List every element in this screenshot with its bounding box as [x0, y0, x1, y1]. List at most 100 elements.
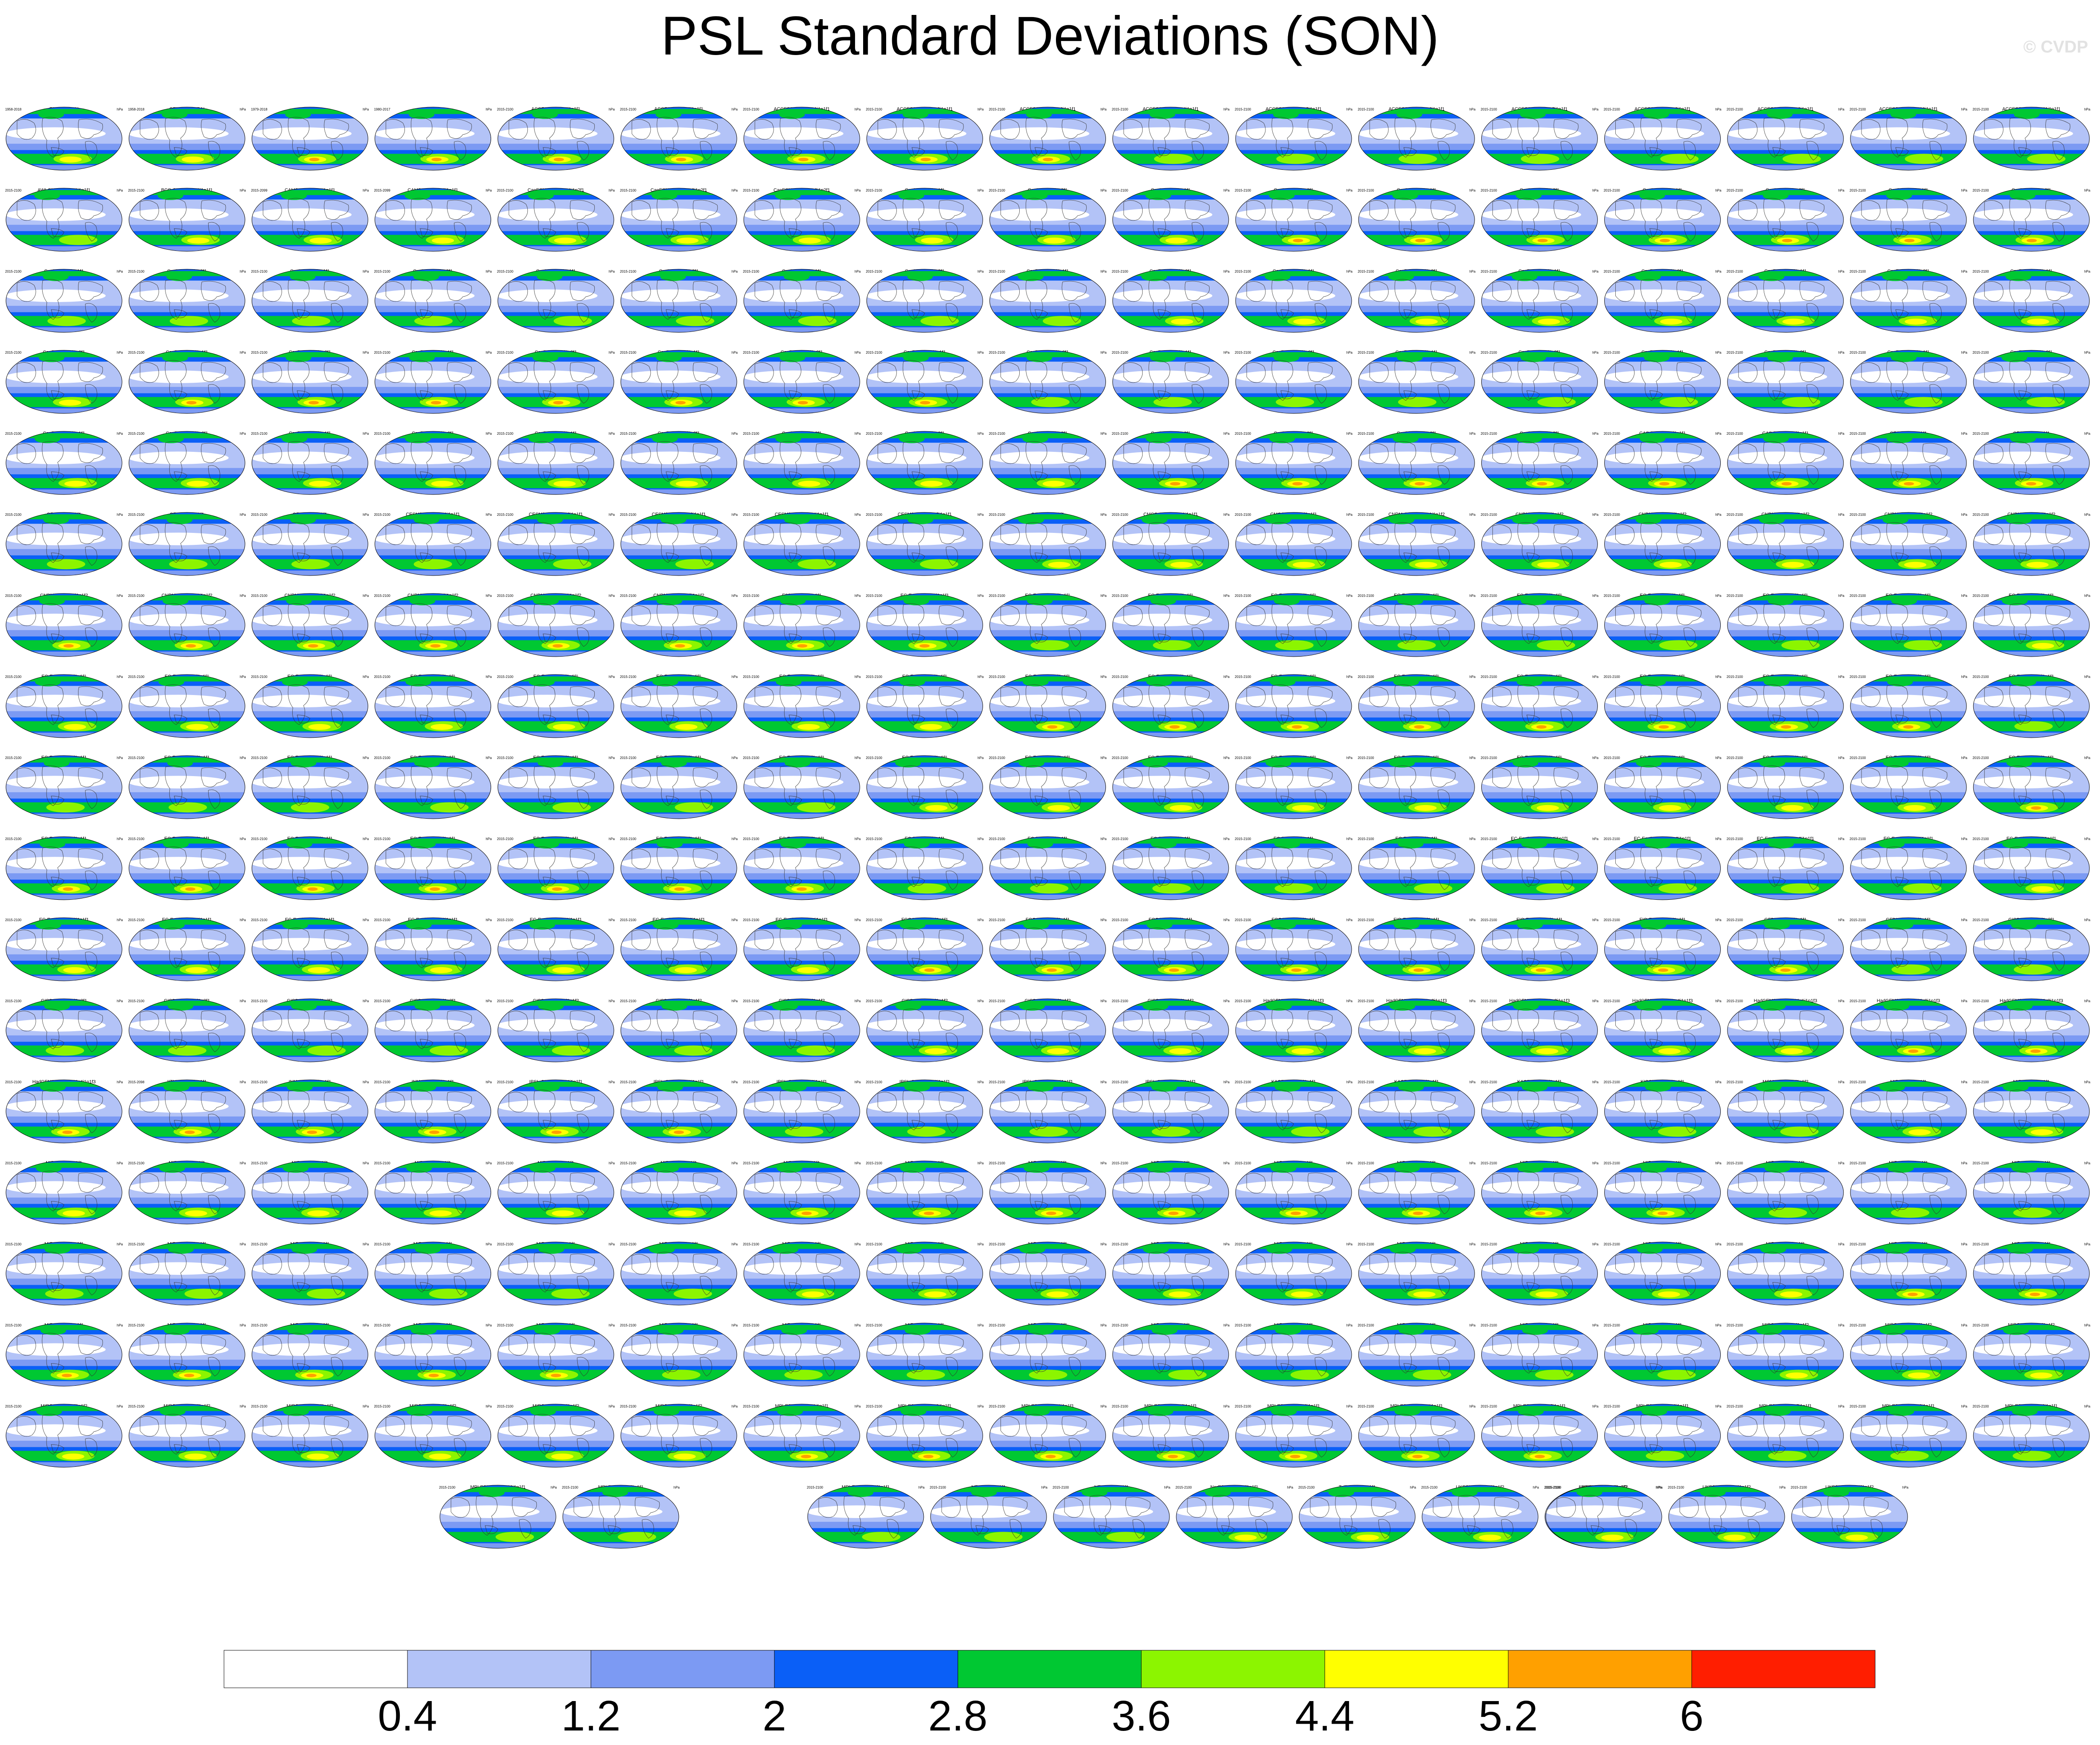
- coastlines: [263, 928, 349, 971]
- map-border: [1604, 1323, 1721, 1387]
- map-border: [251, 917, 368, 981]
- panel-units: hPa: [732, 999, 738, 1003]
- colorbar-label: 2: [762, 1692, 786, 1740]
- panel-years: 2015-2100: [620, 1161, 637, 1165]
- panel-years: 2015-2100: [620, 351, 637, 355]
- panel-years: 2015-2100: [620, 432, 637, 436]
- panel-units: hPa: [117, 1161, 123, 1165]
- coastlines: [754, 1171, 841, 1214]
- map-border: [1604, 269, 1721, 333]
- map-fill: [989, 593, 1106, 657]
- panel-years: 2015-2100: [128, 756, 145, 760]
- panel-units: hPa: [1715, 108, 1722, 111]
- panel-units: hPa: [2084, 594, 2091, 598]
- colorbar-label: 0.4: [378, 1692, 437, 1740]
- map-border: [743, 350, 860, 414]
- coastlines: [1001, 684, 1087, 728]
- coastlines: [17, 279, 103, 323]
- panel-years: 2015-2100: [374, 837, 391, 841]
- panel-years: 2015-2100: [866, 189, 882, 192]
- panel-units: hPa: [117, 918, 123, 922]
- panel-years: 2015-2100: [1850, 1323, 1866, 1327]
- panel-units: hPa: [1838, 1161, 1845, 1165]
- panel-units: hPa: [1469, 513, 1476, 517]
- panel-units: hPa: [609, 999, 615, 1003]
- map-border: [1604, 1079, 1721, 1143]
- map-border: [375, 593, 492, 657]
- panel-units: hPa: [117, 594, 123, 598]
- coastlines: [878, 198, 964, 241]
- panel-years: 2015-2100: [374, 1242, 391, 1246]
- coastlines: [631, 198, 718, 241]
- coastlines: [1861, 765, 1948, 809]
- map-border: [1973, 998, 2090, 1062]
- chart-title: PSL Standard Deviations (SON): [661, 6, 1439, 67]
- map-border: [251, 512, 368, 576]
- map-border: [1481, 1323, 1598, 1387]
- map-border: [989, 593, 1106, 657]
- map-border: [1481, 836, 1598, 900]
- panel-units: hPa: [117, 1323, 123, 1327]
- panel-years: 2015-2100: [620, 999, 637, 1003]
- map-border: [743, 188, 860, 252]
- map-border: [6, 1160, 122, 1224]
- map-border: [1727, 269, 1844, 333]
- panel-years: 2015-2100: [1175, 1486, 1192, 1489]
- panel-grid: ERA5C_ERAI1958-2018hPaCERA20C_ERAI1958-2…: [5, 107, 2091, 1549]
- panel-units: hPa: [1469, 837, 1476, 841]
- coastlines: [631, 441, 718, 485]
- coastlines: [1861, 198, 1948, 241]
- panel-years: 2015-2100: [1112, 1080, 1129, 1084]
- panel-years: 2015-2100: [989, 432, 1006, 436]
- map-fill: [497, 1080, 614, 1143]
- map-fill: [1973, 350, 2090, 413]
- map-border: [743, 593, 860, 657]
- panel-units: hPa: [1838, 432, 1845, 436]
- panel-years: 2015-2100: [251, 351, 268, 355]
- panel-years: 2015-2100: [374, 675, 391, 679]
- panel-years: 2015-2100: [743, 675, 759, 679]
- coastlines: [1310, 1495, 1396, 1539]
- map-fill: [252, 269, 368, 332]
- map-border: [1481, 188, 1598, 252]
- map-border: [1358, 674, 1475, 738]
- panel-years: 2015-2100: [1850, 999, 1866, 1003]
- map-border: [743, 1079, 860, 1143]
- panel-units: hPa: [1469, 1405, 1476, 1408]
- panel-units: hPa: [609, 270, 615, 273]
- map-border: [1235, 836, 1352, 900]
- panel-years: 2015-2100: [1358, 756, 1374, 760]
- map-fill: [1973, 999, 2090, 1062]
- panel-units: hPa: [977, 675, 984, 679]
- panel-units: hPa: [1592, 1080, 1599, 1084]
- coastlines: [1738, 684, 1824, 728]
- panel-units: hPa: [1715, 432, 1722, 436]
- panel-years: 2015-2100: [1727, 1242, 1743, 1246]
- panel-units: hPa: [732, 1323, 738, 1327]
- panel-years: 2015-2100: [251, 1405, 268, 1408]
- panel-years: 2015-2100: [989, 918, 1006, 922]
- panel-years: 2015-2100: [1358, 837, 1374, 841]
- map-border: [6, 593, 122, 657]
- map-fill: [6, 675, 122, 738]
- map-border: [866, 674, 983, 738]
- panel-units: hPa: [117, 351, 123, 355]
- panel-units: hPa: [1715, 756, 1722, 760]
- coastlines: [140, 360, 226, 404]
- map-border: [743, 674, 860, 738]
